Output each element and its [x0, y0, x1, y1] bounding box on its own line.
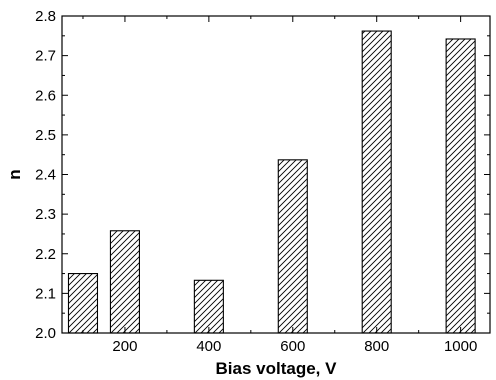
bar-800	[361, 30, 392, 334]
x-tick-label: 800	[364, 338, 389, 355]
x-tick-label: 400	[196, 338, 221, 355]
bar-600	[277, 159, 308, 334]
x-axis-title: Bias voltage, V	[216, 359, 338, 378]
y-axis-title: n	[5, 169, 24, 179]
y-tick-label: 2.4	[35, 167, 56, 184]
x-tick-label: 200	[112, 338, 137, 355]
bar-1000	[445, 38, 476, 334]
y-tick-label: 2.5	[35, 127, 56, 144]
y-tick-label: 2.6	[35, 87, 56, 104]
tick-labels-group: 2.0 2.1 2.2 2.3 2.4 2.5 2.6 2.7 2.8 200 400 600 800 1…	[35, 8, 477, 355]
bar-100	[67, 273, 99, 334]
x-tick-label: 600	[280, 338, 305, 355]
bars-group	[67, 30, 476, 334]
y-tick-label: 2.3	[35, 206, 56, 223]
y-tick-label: 2.2	[35, 246, 56, 263]
y-tick-label: 2.8	[35, 8, 56, 25]
y-tick-label: 2.1	[35, 285, 56, 302]
y-tick-label: 2.7	[35, 48, 56, 65]
bar-400	[193, 279, 224, 334]
bar-200	[109, 230, 140, 334]
y-tick-label: 2.0	[35, 325, 56, 342]
ticks-group	[62, 15, 490, 334]
x-tick-label: 1000	[444, 338, 477, 355]
